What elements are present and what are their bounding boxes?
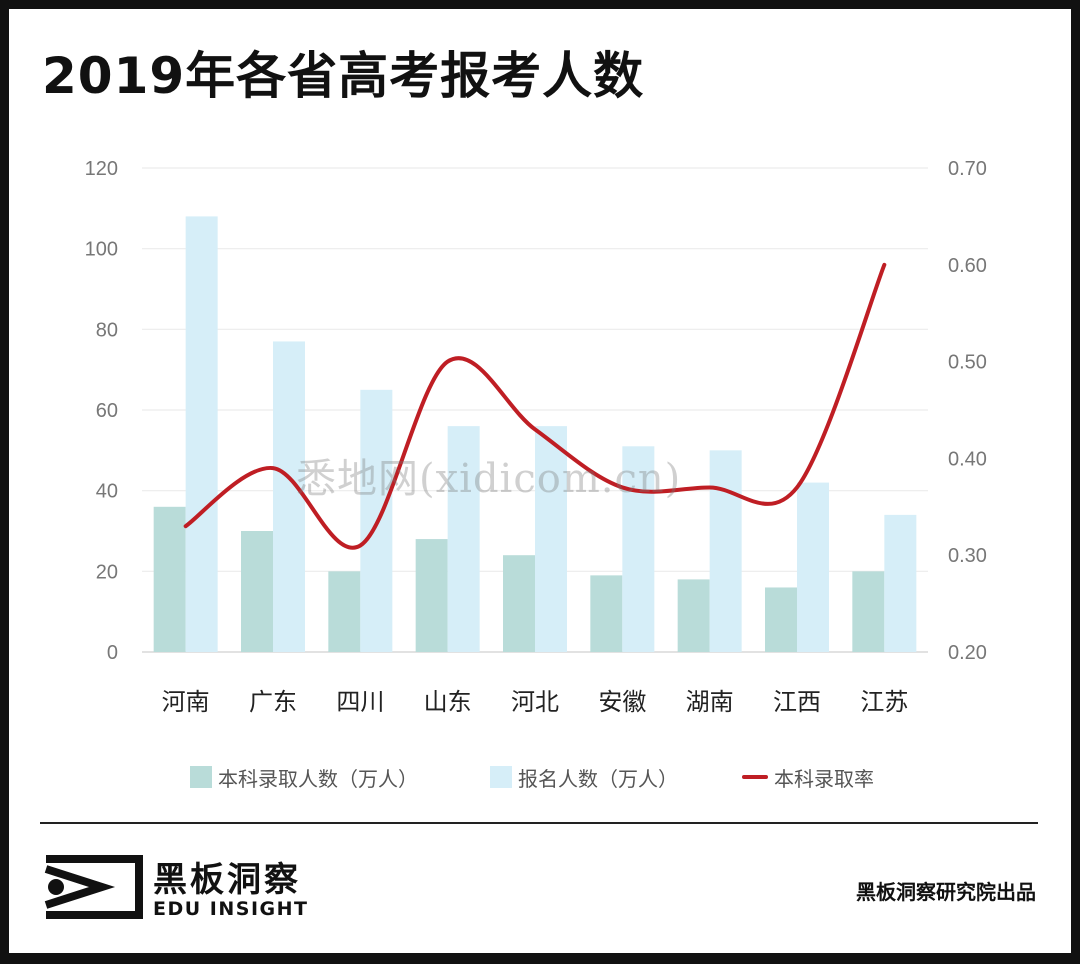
y-left-tick-label: 20 <box>96 561 118 583</box>
y-left-tick-label: 40 <box>96 481 118 503</box>
y-right-tick-label: 0.50 <box>948 352 987 374</box>
y-right-tick-label: 0.40 <box>948 448 987 470</box>
legend-line-rate <box>742 775 768 779</box>
bar-admitted <box>590 575 623 652</box>
y-left-tick-label: 0 <box>107 642 118 664</box>
y-right-tick-label: 0.70 <box>948 158 987 180</box>
y-right-tick-label: 0.30 <box>948 545 987 567</box>
x-category-label: 湖南 <box>686 688 734 716</box>
x-category-label: 山东 <box>424 688 472 716</box>
y-right-tick-label: 0.20 <box>948 642 987 664</box>
bar-applicants <box>185 216 218 652</box>
bar-applicants <box>884 514 917 652</box>
brand-name-en: EDU INSIGHT <box>153 898 309 920</box>
legend-item-applicants: 报名人数（万人） <box>490 760 678 794</box>
y-right-tick-label: 0.60 <box>948 255 987 277</box>
bar-admitted <box>415 539 448 652</box>
bar-applicants <box>447 426 480 652</box>
legend-label-admitted: 本科录取人数（万人） <box>218 766 418 791</box>
legend: 本科录取人数（万人） 报名人数（万人） 本科录取率 <box>0 760 1080 794</box>
brand-logo-icon <box>44 855 143 919</box>
legend-item-rate: 本科录取率 <box>742 760 874 794</box>
x-category-label: 江西 <box>773 688 821 716</box>
bar-admitted <box>503 555 535 652</box>
y-left-tick-label: 100 <box>85 239 118 261</box>
footer-credit: 黑板洞察研究院出品 <box>856 880 1036 904</box>
line-admission-rate <box>183 262 887 550</box>
bar-admitted <box>852 571 885 652</box>
watermark: 悉地网(xidicom.cn) <box>296 456 682 502</box>
y-left-tick-label: 80 <box>96 319 118 341</box>
bar-admitted <box>765 587 797 652</box>
x-category-label: 河北 <box>511 688 559 716</box>
x-category-label: 河南 <box>162 688 210 716</box>
bar-applicants <box>622 446 655 652</box>
chart-area: 0 20 40 60 80 100 120 0.20 0.30 0.40 0.50 0.60 0.70 河… <box>85 158 987 716</box>
y-left-tick-label: 120 <box>85 158 118 180</box>
legend-label-applicants: 报名人数（万人） <box>518 766 678 791</box>
y-left-tick-label: 60 <box>96 400 118 422</box>
bar-applicants <box>535 426 567 652</box>
x-category-label: 安徽 <box>598 688 646 716</box>
legend-label-rate: 本科录取率 <box>774 766 874 791</box>
bar-applicants <box>709 450 742 652</box>
bar-admitted <box>677 579 710 652</box>
footer-divider <box>40 822 1038 824</box>
bar-admitted <box>328 571 361 652</box>
x-category-label: 江苏 <box>860 688 908 716</box>
bar-applicants <box>797 482 829 652</box>
bar-applicants <box>273 341 305 652</box>
bar-admitted <box>241 531 273 652</box>
legend-swatch-applicants <box>490 766 512 788</box>
x-category-label: 广东 <box>249 688 297 716</box>
legend-item-admitted: 本科录取人数（万人） <box>190 760 418 794</box>
bar-admitted <box>153 506 186 652</box>
legend-swatch-admitted <box>190 766 212 788</box>
brand-name-cn: 黑板洞察 <box>153 860 301 900</box>
x-category-label: 四川 <box>336 688 384 716</box>
chart-title: 2019年各省高考报考人数 <box>42 47 645 105</box>
